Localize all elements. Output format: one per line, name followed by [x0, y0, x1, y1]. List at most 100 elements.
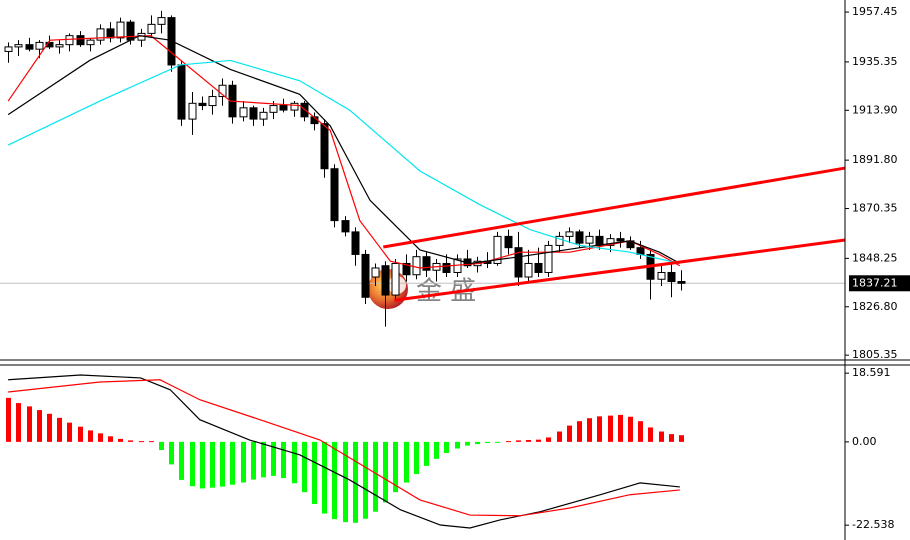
candle-body: [177, 64, 186, 120]
y-tick-label: 1848.25: [852, 251, 898, 264]
candle-body: [534, 262, 543, 273]
candle-body: [351, 231, 360, 255]
histogram-bar: [302, 441, 307, 493]
histogram-bar: [424, 441, 429, 466]
histogram-bar: [312, 441, 317, 504]
histogram-bar: [169, 441, 174, 465]
y-tick-label: 1957.45: [852, 5, 898, 18]
histogram-bar: [506, 441, 511, 443]
candle-body: [514, 247, 523, 278]
histogram-bar: [557, 431, 562, 442]
histogram-bar: [618, 414, 623, 442]
histogram-bar: [444, 441, 449, 453]
y-tick-label: -22.538: [852, 518, 894, 531]
candle-body: [412, 256, 421, 276]
histogram-bar: [37, 410, 42, 442]
histogram-bar: [6, 397, 11, 442]
candle-body: [116, 21, 125, 39]
histogram-bar: [230, 441, 235, 485]
histogram-bar: [139, 441, 144, 443]
candle-body: [218, 84, 227, 98]
histogram-bar: [322, 441, 327, 514]
histogram-bar: [659, 431, 664, 442]
candle-body: [147, 23, 156, 34]
histogram-bar: [241, 441, 246, 483]
candle-body: [341, 220, 350, 233]
histogram-bar: [210, 441, 215, 488]
histogram-bar: [292, 441, 297, 484]
histogram-bar: [88, 430, 93, 442]
candle-body: [422, 256, 431, 271]
candle-body: [4, 46, 13, 52]
histogram-bar: [190, 441, 195, 487]
macd-line: [8, 379, 680, 517]
histogram-bar: [78, 426, 83, 442]
histogram-bar: [179, 441, 184, 480]
histogram-bar: [200, 441, 205, 489]
histogram-bar: [67, 422, 72, 442]
histogram-bar: [251, 441, 256, 480]
histogram-bar: [404, 441, 409, 483]
candle-body: [585, 235, 594, 244]
y-tick-label: 1935.35: [852, 55, 898, 68]
moving-average: [7, 59, 681, 265]
histogram-bar: [465, 441, 470, 446]
candle-body: [402, 262, 411, 276]
candle-body: [524, 262, 533, 278]
y-tick-label: 0.00: [852, 435, 877, 448]
candle-body: [269, 105, 278, 113]
candle-body: [575, 231, 584, 244]
candle-body: [565, 231, 574, 237]
histogram-bar: [414, 441, 419, 475]
candle-body: [677, 281, 686, 284]
histogram-bar: [516, 440, 521, 442]
candle-body: [381, 265, 390, 296]
histogram-bar: [281, 441, 286, 479]
y-tick-label: 18.591: [852, 366, 891, 379]
candle-body: [157, 17, 166, 25]
candle-body: [544, 244, 553, 273]
histogram-bar: [495, 441, 500, 443]
histogram-bar: [567, 425, 572, 442]
candle-body: [55, 44, 64, 48]
histogram-bar: [608, 415, 613, 442]
histogram-bar: [271, 441, 276, 476]
candle-body: [657, 271, 666, 280]
trend-line: [394, 238, 846, 302]
histogram-bar: [536, 439, 541, 442]
trend-line: [383, 166, 846, 249]
histogram-bar: [220, 441, 225, 487]
histogram-bar: [149, 441, 154, 443]
candle-body: [25, 44, 34, 50]
macd-line: [8, 374, 680, 529]
histogram-bar: [47, 413, 52, 442]
histogram-bar: [332, 441, 337, 520]
candle-body: [76, 35, 85, 46]
y-tick-label: 1891.80: [852, 153, 898, 166]
candle-body: [320, 123, 329, 170]
candle-body: [595, 235, 604, 246]
candle-body: [65, 35, 74, 46]
moving-average: [7, 35, 681, 265]
candle-body: [616, 238, 625, 242]
y-tick-label: 1913.90: [852, 103, 898, 116]
histogram-bar: [638, 421, 643, 442]
histogram-bar: [648, 427, 653, 442]
candle-body: [198, 102, 207, 107]
candle-body: [504, 235, 513, 249]
plot-layer: [0, 10, 846, 529]
candle-body: [106, 28, 115, 39]
histogram-bar: [16, 403, 21, 442]
candle-body: [208, 96, 217, 107]
candle-body: [391, 262, 400, 296]
candle-body: [239, 107, 248, 118]
candle-body: [14, 44, 23, 48]
histogram-bar: [98, 433, 103, 442]
histogram-bar: [57, 417, 62, 442]
histogram-bar: [485, 441, 490, 443]
candle-body: [493, 235, 502, 264]
histogram-bar: [27, 406, 32, 442]
candle-body: [96, 28, 105, 41]
histogram-bar: [128, 440, 133, 442]
